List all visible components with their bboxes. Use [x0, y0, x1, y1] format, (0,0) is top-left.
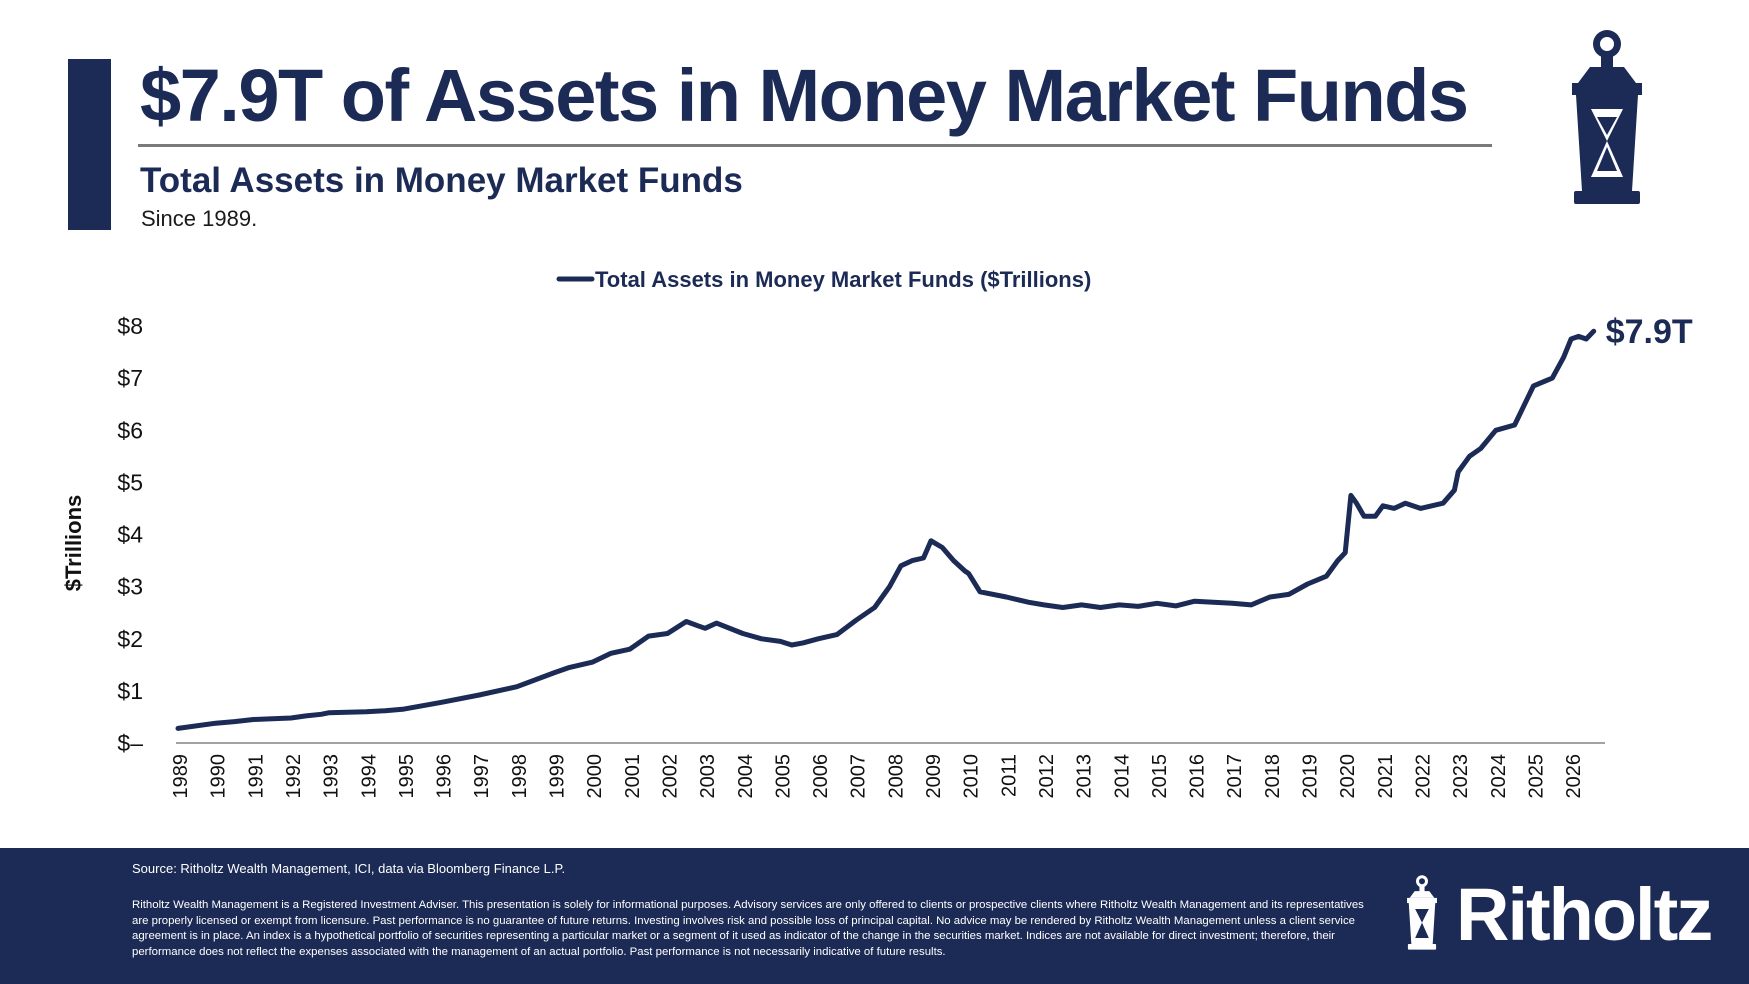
x-tick-label: 2011 — [998, 754, 1020, 797]
x-tick-label: 1992 — [283, 754, 305, 799]
x-tick-label: 2019 — [1300, 754, 1322, 799]
y-axis-ticks: $– $1 $2 $3 $4 $5 $6 $7 $8 — [117, 313, 143, 756]
x-tick-label: 2016 — [1187, 754, 1209, 799]
x-tick-label: 2006 — [810, 754, 832, 799]
x-tick-label: 2026 — [1563, 754, 1585, 799]
x-tick-label: 2024 — [1488, 754, 1510, 799]
brand-logo-text: Ritholtz — [1456, 873, 1713, 956]
x-tick-label: 2000 — [584, 754, 606, 799]
y-tick-label: $1 — [117, 678, 143, 704]
x-tick-label: 2004 — [735, 754, 757, 799]
x-tick-label: 2021 — [1375, 754, 1397, 799]
legend: Total Assets in Money Market Funds ($Tri… — [556, 267, 1091, 292]
x-tick-label: 1989 — [170, 754, 192, 799]
x-tick-label: 2001 — [622, 754, 644, 799]
source-note: Source: Ritholtz Wealth Management, ICI,… — [132, 861, 566, 876]
x-tick-label: 1996 — [434, 754, 456, 799]
y-tick-label: $6 — [117, 417, 143, 443]
x-tick-label: 2009 — [923, 754, 945, 799]
x-tick-label: 2002 — [659, 754, 681, 799]
x-tick-label: 2013 — [1074, 754, 1096, 799]
since-note: Since 1989. — [141, 206, 258, 231]
x-tick-label: 1999 — [547, 754, 569, 799]
x-tick-label: 1997 — [471, 754, 493, 799]
chart: Total Assets in Money Market Funds ($Tri… — [61, 267, 1693, 799]
x-tick-label: 2015 — [1149, 754, 1171, 799]
x-tick-label: 2014 — [1111, 754, 1133, 799]
end-value-label: $7.9T — [1606, 313, 1693, 351]
x-tick-label: 2005 — [772, 754, 794, 799]
x-tick-label: 2012 — [1036, 754, 1058, 799]
y-tick-label: $– — [117, 730, 143, 756]
x-tick-label: 2007 — [848, 754, 870, 799]
x-tick-label: 1990 — [208, 754, 230, 799]
disclaimer: Ritholtz Wealth Management is a Register… — [132, 899, 1364, 958]
x-tick-label: 1991 — [245, 754, 267, 799]
x-tick-label: 2025 — [1525, 754, 1547, 799]
x-tick-label: 1993 — [321, 754, 343, 799]
footer — [0, 848, 1749, 984]
x-tick-label: 2003 — [697, 754, 719, 799]
x-tick-label: 2022 — [1413, 754, 1435, 799]
x-tick-label: 1998 — [509, 754, 531, 799]
y-tick-label: $4 — [117, 522, 143, 548]
y-axis-label: $Trillions — [61, 495, 86, 592]
x-tick-label: 2017 — [1224, 754, 1246, 799]
x-tick-label: 2010 — [961, 754, 983, 799]
y-tick-label: $3 — [117, 574, 143, 600]
series-line — [175, 328, 1597, 731]
title-divider — [138, 144, 1492, 147]
x-tick-label: 2008 — [885, 754, 907, 799]
x-tick-label: 1994 — [358, 754, 380, 799]
x-tick-label: 2020 — [1337, 754, 1359, 799]
chart-subtitle: Total Assets in Money Market Funds — [140, 161, 743, 200]
lantern-icon — [1407, 875, 1437, 950]
y-tick-label: $8 — [117, 313, 143, 339]
y-tick-label: $5 — [117, 469, 143, 495]
lantern-icon — [1572, 30, 1642, 204]
title-accent-bar — [68, 59, 111, 230]
y-tick-label: $2 — [117, 626, 143, 652]
x-tick-label: 2018 — [1262, 754, 1284, 799]
x-axis-ticks: 1989 1990 1991 1992 1993 1994 1995 1996 1997 1998… — [170, 754, 1585, 799]
y-tick-label: $7 — [117, 365, 143, 391]
legend-label: Total Assets in Money Market Funds ($Tri… — [595, 267, 1091, 292]
x-tick-label: 1995 — [396, 754, 418, 799]
page-title: $7.9T of Assets in Money Market Funds — [140, 54, 1469, 137]
x-tick-label: 2023 — [1450, 754, 1472, 799]
